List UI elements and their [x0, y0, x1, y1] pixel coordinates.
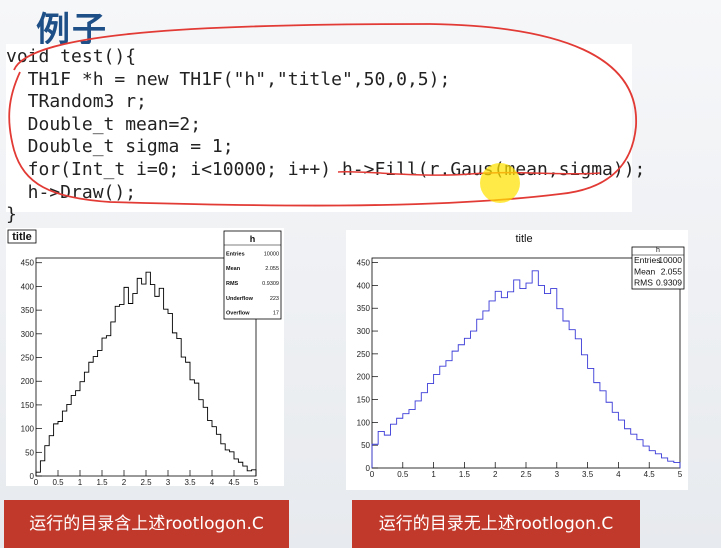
x-tick-label: 1.5	[459, 470, 471, 479]
y-tick-label: 200	[357, 373, 371, 382]
y-tick-label: 150	[21, 401, 35, 410]
y-tick-label: 150	[357, 396, 371, 405]
plot-frame	[371, 257, 681, 469]
histogram-title: title	[515, 233, 532, 245]
stats-box	[223, 230, 282, 320]
y-tick-label: 350	[21, 306, 35, 315]
histogram-line	[35, 271, 257, 476]
stats-value: 17	[273, 311, 279, 317]
code-line-6: for(Int_t i=0; i<10000; i++) h->Fill(r.G…	[6, 158, 646, 180]
x-tick-label: 0.5	[52, 478, 64, 486]
y-tick-label: 0	[30, 472, 35, 481]
code-line-1: void test(){	[6, 46, 137, 67]
caption-right: 运行的目录无上述rootlogon.C	[352, 500, 640, 548]
stats-name: h	[656, 247, 660, 254]
cursor-highlight	[480, 163, 520, 203]
x-tick-label: 3	[166, 478, 171, 486]
stats-box	[631, 246, 685, 290]
code-panel: void test(){ TH1F *h = new TH1F("h","tit…	[6, 44, 645, 225]
code-line-8: }	[6, 204, 17, 226]
stats-value: 2.055	[661, 266, 683, 276]
y-tick-label: 100	[21, 425, 35, 434]
y-tick-label: 350	[357, 304, 371, 313]
stats-value: 223	[270, 296, 279, 302]
x-tick-label: 3	[555, 470, 560, 479]
stats-value: 0.9309	[262, 281, 279, 287]
y-tick-label: 250	[21, 354, 35, 363]
y-tick-label: 400	[21, 282, 35, 291]
y-tick-label: 300	[21, 330, 35, 339]
y-tick-label: 450	[357, 259, 371, 268]
x-tick-label: 2	[122, 478, 127, 486]
y-tick-label: 50	[361, 441, 370, 450]
code-line-7: h->Draw();	[6, 181, 137, 203]
stats-value: 2.055	[265, 266, 279, 272]
stats-value: 10000	[658, 255, 682, 265]
histogram-line	[371, 270, 681, 468]
x-tick-label: 0	[370, 470, 375, 479]
histogram-svg: 0 50 100 150 200 250 300 350 400 450 0 0.5 1 1.5 2 2.5 3…	[7, 229, 282, 486]
x-tick-label: 0	[34, 478, 39, 486]
y-tick-label: 300	[357, 327, 371, 336]
stats-label: Entries	[226, 251, 245, 257]
y-tick-label: 0	[366, 464, 371, 473]
x-tick-label: 2.5	[520, 470, 532, 479]
x-tick-label: 4.5	[644, 470, 656, 479]
stats-label: RMS	[634, 278, 653, 288]
y-tick-label: 450	[21, 259, 35, 268]
x-tick-label: 1	[78, 478, 83, 486]
x-tick-label: 3.5	[582, 470, 594, 479]
stats-name: h	[250, 234, 256, 244]
stats-value: 0.9309	[656, 278, 682, 288]
x-tick-label: 2.5	[140, 478, 152, 486]
x-tick-label: 5	[678, 470, 683, 479]
x-tick-label: 4	[616, 470, 621, 479]
stats-label: RMS	[226, 281, 239, 287]
histogram-panel-right: 0 50 100 150 200 250 300 350 400 450 0 0.5 1 1.5 2 2.5 3…	[346, 230, 688, 490]
histogram-title: title	[12, 231, 32, 243]
histogram-title-box	[7, 229, 37, 244]
x-tick-label: 5	[254, 478, 259, 486]
stats-label: Overflow	[226, 311, 250, 317]
x-tick-label: 0.5	[397, 470, 409, 479]
x-tick-label: 3.5	[184, 478, 196, 486]
stats-label: Mean	[226, 266, 241, 272]
code-line-3: TRandom3 r;	[6, 91, 147, 113]
x-tick-label: 1	[431, 470, 436, 479]
y-tick-label: 50	[25, 448, 34, 457]
y-tick-label: 250	[357, 350, 371, 359]
stats-label: Entries	[634, 255, 660, 265]
y-tick-label: 100	[357, 418, 371, 427]
code-line-5: Double_t sigma = 1;	[6, 136, 234, 158]
caption-left: 运行的目录含上述rootlogon.C	[4, 500, 289, 548]
code-line-2: TH1F *h = new TH1F("h","title",50,0,5);	[6, 68, 451, 90]
x-tick-label: 2	[493, 470, 498, 479]
stats-label: Mean	[634, 266, 656, 276]
code-block: void test(){ TH1F *h = new TH1F("h","tit…	[6, 46, 645, 227]
stats-value: 10000	[264, 251, 279, 257]
histogram-panel-left: 0 50 100 150 200 250 300 350 400 450 0 0.5 1 1.5 2 2.5 3…	[6, 228, 284, 486]
y-tick-label: 400	[357, 281, 371, 290]
x-tick-label: 1.5	[96, 478, 108, 486]
y-tick-label: 200	[21, 377, 35, 386]
x-tick-label: 4	[210, 478, 215, 486]
x-tick-label: 4.5	[228, 478, 240, 486]
histogram-svg: 0 50 100 150 200 250 300 350 400 450 0 0.5 1 1.5 2 2.5 3…	[357, 233, 685, 479]
stats-label: Underflow	[226, 296, 254, 302]
plot-frame	[35, 257, 257, 477]
code-line-4: Double_t mean=2;	[6, 113, 202, 135]
